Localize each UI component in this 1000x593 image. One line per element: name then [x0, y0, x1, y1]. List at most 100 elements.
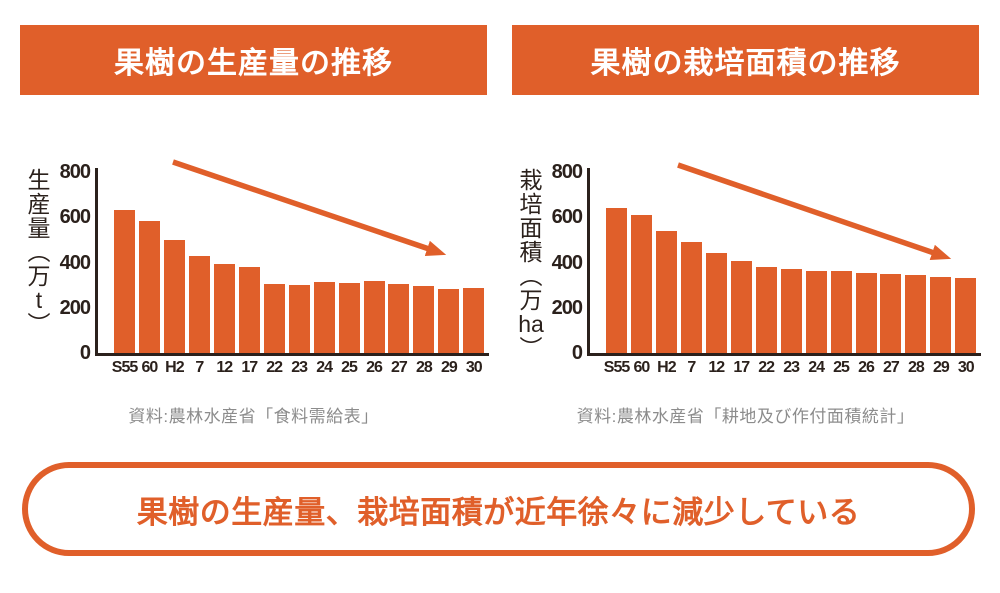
bar: [705, 253, 727, 353]
x-axis-tick-label: 28: [907, 359, 925, 376]
bar: [680, 242, 702, 353]
y-axis-tick-label: 400: [59, 251, 91, 274]
y-axis-label-char: ︵: [519, 263, 543, 289]
summary-banner: 果樹の生産量、栽培面積が近年徐々に減少している: [22, 462, 975, 556]
bar: [606, 208, 627, 353]
bar: [855, 272, 877, 353]
y-axis-label-char: 積: [519, 239, 543, 265]
x-axis-tick-label: 60: [141, 359, 159, 376]
x-axis-tick-label: H2: [165, 359, 184, 376]
source-caption: 資料:農林水産省「食料需給表」: [128, 407, 379, 426]
x-axis-tick-label: 24: [808, 359, 825, 376]
x-axis-line: [587, 353, 981, 356]
y-axis-tick-label: 800: [59, 161, 91, 183]
y-axis-label: 生産量 ︵ 万 t ︶: [22, 168, 56, 336]
bar: [630, 214, 652, 353]
y-axis-tick-label: 200: [59, 296, 91, 319]
y-axis-label-char: ︶: [519, 335, 543, 361]
area-chart-title-banner: 果樹の栽培面積の推移: [512, 25, 979, 95]
area-chart-title: 果樹の栽培面積の推移: [590, 47, 901, 80]
x-axis-tick-label: 23: [783, 359, 800, 376]
x-axis-tick-label: 29: [932, 359, 950, 376]
x-axis-tick-label: 27: [883, 359, 900, 376]
x-axis-tick-label: 26: [858, 359, 875, 376]
x-axis-tick-label: 27: [391, 359, 408, 376]
area-bar-chart: 栽培面積 ︵ 万 ha ︶ 資料:農林水産省「耕地及び作付面積統計」 0 200 400 60…: [492, 140, 999, 440]
y-axis-label-char: 生: [27, 167, 51, 193]
y-axis-label-char: ︶: [27, 311, 51, 337]
x-axis-tick-label: S55: [603, 359, 630, 376]
bar: [163, 239, 185, 353]
y-axis-tick-label: 800: [551, 161, 583, 183]
bar: [263, 284, 285, 353]
y-axis-label-char: 栽: [519, 167, 543, 193]
x-axis-tick-label: 23: [291, 359, 308, 376]
bar: [830, 271, 852, 353]
bar: [313, 282, 335, 353]
bar: [338, 282, 360, 353]
y-axis-line: [587, 168, 590, 356]
x-axis-tick-label: 7: [687, 359, 696, 376]
x-axis-tick-label: 17: [733, 359, 750, 376]
y-axis-label-char: t: [35, 287, 43, 313]
bar: [955, 278, 977, 353]
x-axis-tick-label: 25: [833, 359, 850, 376]
bar: [438, 288, 460, 353]
bar: [805, 270, 827, 353]
bar: [138, 220, 160, 353]
y-axis-tick-label: 600: [551, 206, 583, 229]
x-axis-tick-label: 60: [633, 359, 651, 376]
x-axis-tick-label: H2: [657, 359, 676, 376]
y-axis-tick-label: 0: [571, 342, 583, 364]
x-axis-tick-label: 24: [316, 359, 333, 376]
y-axis-label-char: 万: [519, 287, 543, 313]
y-axis-label-char: 培: [519, 191, 543, 217]
bar: [655, 230, 677, 353]
y-axis-label-char: ha: [518, 311, 544, 337]
y-axis-tick-label: 200: [551, 296, 583, 319]
y-axis-tick-label: 400: [551, 251, 583, 274]
production-chart-title: 果樹の生産量の推移: [114, 47, 393, 80]
bar: [238, 267, 260, 353]
y-axis-label-char: 産: [27, 191, 51, 217]
x-axis-tick-label: 22: [758, 359, 775, 376]
production-chart-title-banner: 果樹の生産量の推移: [20, 25, 487, 95]
bar: [463, 288, 485, 353]
bar: [288, 285, 310, 353]
bar: [363, 280, 385, 353]
bar: [730, 261, 752, 353]
x-axis-tick-label: 25: [341, 359, 358, 376]
x-axis-tick-label: 17: [241, 359, 258, 376]
y-axis-label-char: ︵: [27, 239, 51, 265]
bar: [413, 286, 435, 353]
x-axis-line: [95, 353, 489, 356]
bar: [114, 210, 135, 353]
bar: [388, 284, 410, 353]
y-axis-line: [95, 168, 98, 356]
bar: [213, 264, 235, 353]
bar: [188, 255, 210, 353]
bar: [905, 274, 927, 353]
y-axis-tick-label: 0: [79, 342, 91, 364]
bar: [930, 276, 952, 353]
x-axis-tick-label: 26: [366, 359, 383, 376]
x-axis-tick-label: 12: [216, 359, 233, 376]
x-axis-tick-label: S55: [111, 359, 138, 376]
x-axis-tick-label: 29: [440, 359, 458, 376]
x-axis-tick-label: 28: [415, 359, 433, 376]
bar: [755, 267, 777, 353]
source-caption: 資料:農林水産省「耕地及び作付面積統計」: [576, 407, 915, 426]
x-axis-tick-label: 7: [195, 359, 204, 376]
y-axis-label-char: 面: [519, 215, 543, 241]
y-axis-label-char: 万: [27, 263, 51, 289]
bar: [880, 273, 902, 353]
x-axis-tick-label: 22: [266, 359, 283, 376]
y-axis-label: 栽培面積 ︵ 万 ha ︶: [514, 168, 548, 360]
x-axis-tick-label: 30: [957, 359, 975, 376]
production-bar-chart: 生産量 ︵ 万 t ︶ 資料:農林水産省「食料需給表」 0 200 400 600 800 S55…: [0, 140, 507, 440]
x-axis-tick-label: 30: [465, 359, 483, 376]
y-axis-label-char: 量: [27, 215, 51, 241]
summary-text: 果樹の生産量、栽培面積が近年徐々に減少している: [136, 494, 861, 530]
y-axis-tick-label: 600: [59, 206, 91, 229]
